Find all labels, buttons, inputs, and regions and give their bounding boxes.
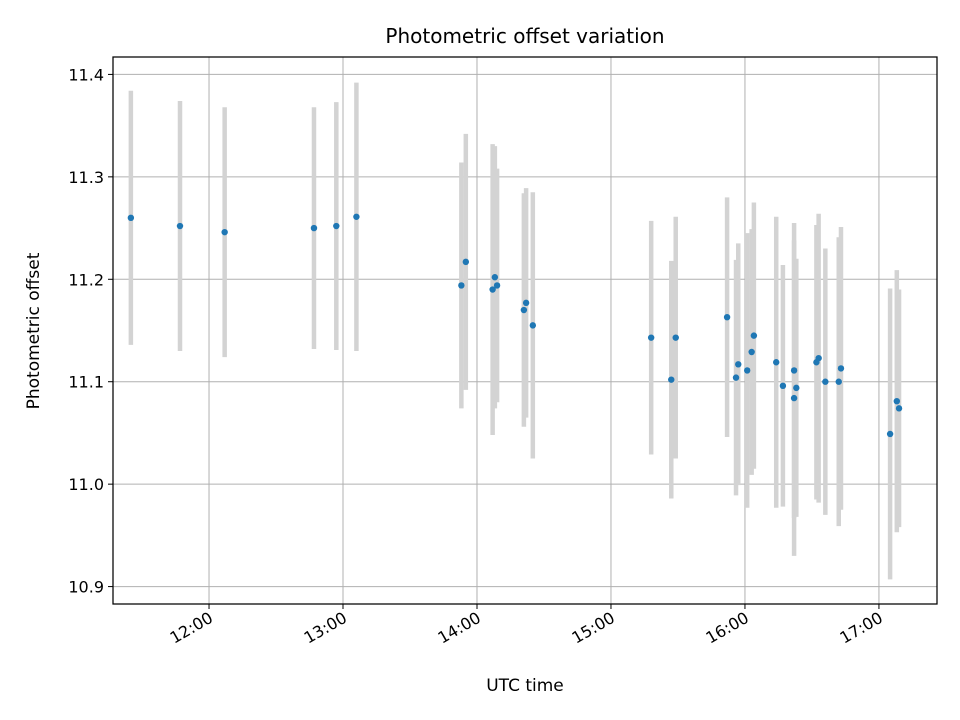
data-point (176, 222, 184, 230)
data-point (491, 274, 499, 281)
y-tick-label: 11.3 (68, 168, 104, 187)
y-tick-label: 10.9 (68, 578, 104, 597)
y-axis: 10.9 11.0 11.1 11.2 11.3 11.4 (68, 65, 113, 597)
data-point (743, 367, 751, 374)
data-point (310, 224, 318, 232)
data-point (333, 222, 340, 230)
data-point (458, 282, 465, 289)
data-point (462, 258, 470, 266)
data-point (822, 378, 829, 385)
data-point (750, 332, 758, 339)
chart-title: Photometric offset variation (385, 24, 664, 48)
plot-frame (112, 56, 938, 605)
data-point (353, 213, 360, 220)
data-point (522, 299, 530, 307)
data-point (493, 282, 501, 289)
data-point (815, 354, 822, 362)
data-point (723, 313, 731, 321)
data-points (127, 213, 903, 438)
data-point (520, 306, 528, 314)
data-point (748, 348, 755, 356)
data-point (779, 382, 787, 390)
data-point (732, 374, 740, 381)
data-point (668, 376, 675, 383)
data-point (647, 334, 655, 341)
data-point (793, 384, 800, 392)
data-point (893, 397, 901, 405)
data-point (489, 286, 496, 293)
y-tick-label: 11.2 (68, 270, 104, 289)
y-tick-label: 11.4 (68, 65, 104, 84)
data-point (837, 365, 845, 372)
data-point (773, 359, 780, 366)
data-point (672, 334, 679, 341)
y-tick-label: 11.1 (68, 373, 104, 392)
data-point (790, 367, 798, 374)
data-point (529, 322, 537, 329)
data-point (790, 394, 798, 402)
data-point (886, 430, 894, 438)
data-point (221, 228, 228, 236)
y-axis-label: Photometric offset (24, 252, 44, 409)
data-point (835, 378, 842, 385)
data-point (895, 405, 903, 412)
data-point (127, 214, 135, 222)
y-tick-label: 11.0 (68, 475, 104, 494)
x-axis-label: UTC time (486, 676, 564, 696)
data-point (735, 361, 742, 368)
